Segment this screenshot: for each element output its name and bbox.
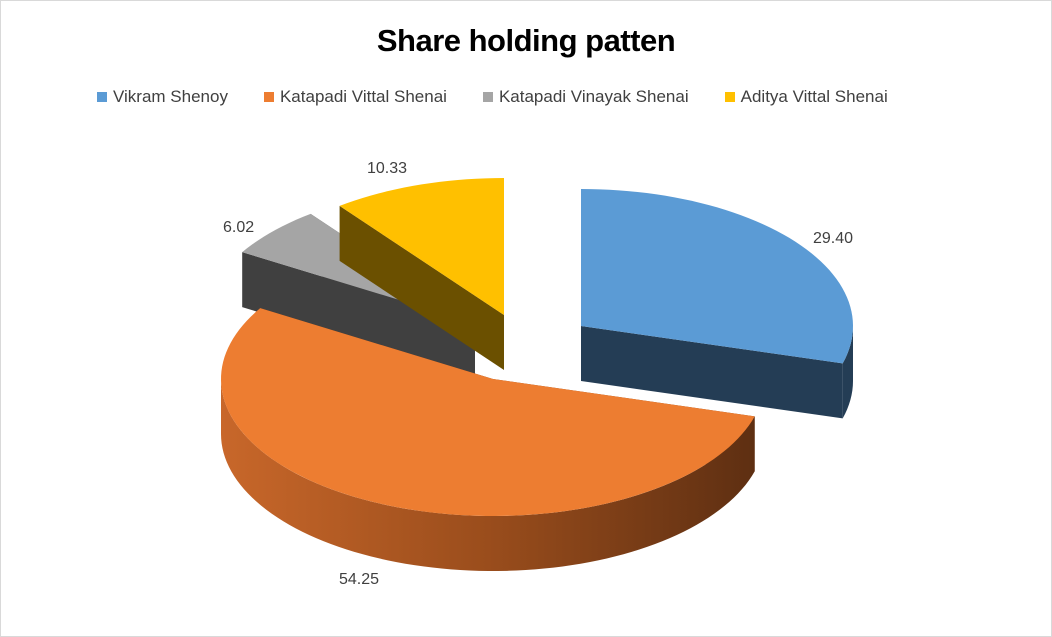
slice-outer-wall (221, 379, 755, 571)
legend-swatch (97, 92, 107, 102)
slice-side-wall (242, 252, 475, 378)
data-label: 6.02 (223, 219, 255, 236)
pie-slice-aditya-vittal-shenai (339, 178, 504, 315)
data-label: 29.40 (813, 230, 854, 247)
data-label: 10.33 (367, 160, 408, 177)
legend-label: Katapadi Vinayak Shenai (498, 87, 689, 106)
legend-item: Aditya Vittal Shenai (724, 87, 888, 107)
legend-swatch (724, 92, 735, 102)
pie-slice-vikram-shenoy (581, 189, 853, 364)
slice-side-wall (339, 205, 504, 370)
data-label: 54.25 (339, 571, 380, 588)
legend-label: Vikram Shenoy (113, 87, 228, 106)
legend-swatch (482, 92, 493, 102)
slice-side-wall (581, 326, 843, 419)
legend: Vikram Shenoy Katapadi Vittal Shenai Kat… (97, 87, 888, 107)
slice-outer-wall (842, 326, 853, 419)
legend-label: Aditya Vittal Shenai (740, 87, 888, 106)
pie-slice-katapadi-vittal-shenai (221, 308, 755, 516)
legend-item: Katapadi Vinayak Shenai (482, 87, 689, 107)
legend-item: Katapadi Vittal Shenai (263, 87, 447, 107)
legend-item: Vikram Shenoy (97, 87, 228, 107)
legend-swatch (263, 92, 274, 102)
legend-label: Katapadi Vittal Shenai (279, 87, 447, 106)
chart-title: Share holding patten (376, 23, 676, 58)
